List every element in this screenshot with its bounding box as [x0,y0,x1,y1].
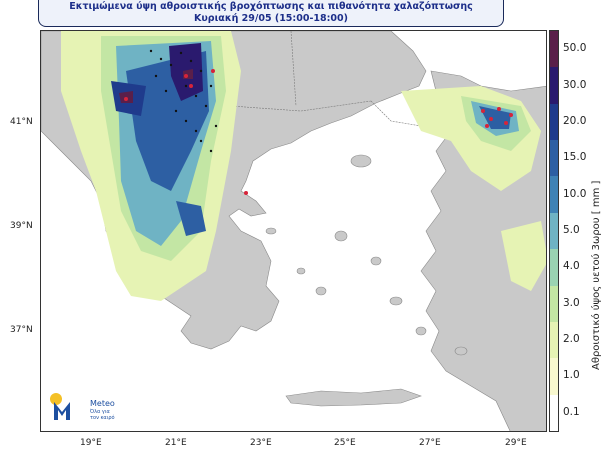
colorbar-label: 0.1 [563,405,580,418]
lon-tick-29: 29°E [505,438,527,448]
colorbar-segment [550,31,558,68]
lon-tick-23: 23°E [250,438,272,448]
lat-tick-37: 37°N [10,325,33,335]
lon-tick-19: 19°E [80,438,102,448]
colorbar-segment [550,394,558,431]
colorbar-segment [550,176,558,213]
precip-west [61,31,241,301]
colorbar-label: 15.0 [563,151,587,164]
lat-tick-39: 39°N [10,221,33,231]
precip-turkey [401,86,546,291]
colorbar-segment [550,67,558,104]
colorbar-label: 50.0 [563,42,587,55]
colorbar-label: 20.0 [563,114,587,127]
map-title-box: Εκτιμώμενα ύψη αθροιστικής βροχόπτωσης κ… [38,0,504,27]
hail-high-markers [124,69,513,195]
colorbar-label: 10.0 [563,187,587,200]
lon-tick-25: 25°E [334,438,356,448]
colorbar-segment [550,249,558,286]
colorbar-segment [550,285,558,322]
colorbar-segment [550,321,558,359]
map-subtitle: Κυριακή 29/05 (15:00-18:00) [194,13,348,24]
aegean-islands [265,154,468,356]
colorbar-label: 1.0 [563,369,580,382]
meteo-logo-tagline-1: Όλα για [90,409,110,415]
meteo-logo-brand: Meteo [90,399,115,408]
meteo-logo-mark [50,393,70,420]
meteo-logo-tagline-2: τον καιρό [90,415,115,421]
land-crete [285,388,422,407]
colorbar-segment [550,358,558,395]
colorbar-label: 4.0 [563,260,580,273]
lon-tick-21: 21°E [165,438,187,448]
map-title: Εκτιμώμενα ύψη αθροιστικής βροχόπτωσης κ… [69,1,473,12]
colorbar-segment [550,103,558,141]
hail-markers [149,49,218,153]
colorbar-label: 3.0 [563,296,580,309]
precipitation-map [40,30,547,432]
colorbar-segment [550,140,558,177]
colorbar-label: 2.0 [563,333,580,346]
lon-tick-27: 27°E [419,438,441,448]
colorbar-label: 30.0 [563,78,587,91]
colorbar [549,30,559,432]
colorbar-title: Αθροιστικό ύψος υετού 3ωρου [ mm ] [591,180,602,370]
colorbar-segment [550,212,558,250]
map-canvas [41,31,546,431]
meteo-logo: Meteo Όλα για τον καιρό [48,390,128,424]
lat-tick-41: 41°N [10,117,33,127]
colorbar-label: 5.0 [563,224,580,236]
